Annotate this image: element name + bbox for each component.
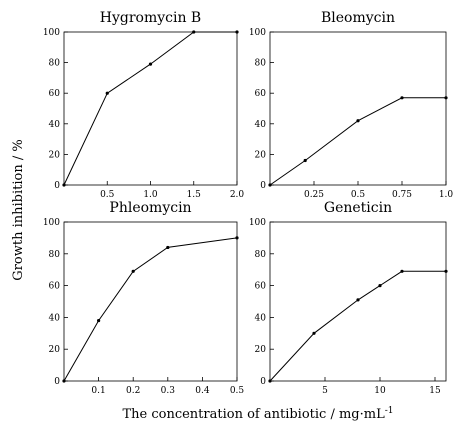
x-tick-label: 0.4 bbox=[195, 386, 210, 396]
panel-title: Geneticin bbox=[324, 200, 392, 216]
panel-title: Phleomycin bbox=[109, 200, 191, 216]
y-tick-label: 0 bbox=[54, 377, 60, 387]
panel-title: Hygromycin B bbox=[100, 10, 201, 26]
data-point bbox=[378, 284, 382, 288]
y-tick-label: 80 bbox=[49, 59, 61, 69]
data-point bbox=[62, 379, 66, 383]
y-tick-label: 40 bbox=[49, 120, 61, 130]
y-tick-label: 20 bbox=[255, 150, 267, 160]
chart-panel-4: Geneticin 0 20 40 60 80 100 5 10 15 bbox=[249, 200, 448, 396]
x-axis-label-superscript: -1 bbox=[385, 406, 394, 416]
x-tick-label: 0.5 bbox=[230, 386, 245, 396]
data-point bbox=[268, 379, 272, 383]
data-point bbox=[105, 91, 109, 95]
data-point bbox=[62, 183, 66, 187]
data-point bbox=[400, 269, 404, 273]
y-tick-label: 0 bbox=[260, 181, 266, 191]
series-line bbox=[269, 97, 446, 186]
data-point bbox=[235, 236, 239, 240]
y-tick-label: 100 bbox=[249, 218, 266, 228]
x-tick-label: 0.3 bbox=[161, 386, 176, 396]
x-tick-label: 0.25 bbox=[304, 190, 324, 200]
x-tick-label: 5 bbox=[322, 386, 328, 396]
chart-panel-2: Bleomycin 0 20 40 60 80 100 0.25 0.5 0.75 1.0 bbox=[249, 10, 454, 200]
plot-frame bbox=[269, 221, 447, 382]
y-tick-label: 80 bbox=[255, 250, 267, 260]
x-tick-label: 1.0 bbox=[143, 190, 158, 200]
data-point bbox=[356, 119, 360, 123]
x-axis-label-main: The concentration of antibiotic / mg·mL bbox=[122, 407, 385, 422]
chart-panel-1: Hygromycin B 0 20 40 60 80 100 0.5 1.0 1.5 2.0 bbox=[43, 10, 245, 200]
data-point bbox=[356, 298, 360, 302]
y-tick-label: 0 bbox=[260, 377, 266, 387]
y-axis-label: Growth inhibition / % bbox=[11, 139, 26, 280]
data-point bbox=[444, 96, 448, 100]
y-tick-label: 100 bbox=[43, 218, 60, 228]
y-tick-label: 80 bbox=[49, 250, 61, 260]
x-tick-label: 1.5 bbox=[187, 190, 202, 200]
plot-frame bbox=[269, 31, 447, 186]
data-point bbox=[148, 62, 153, 66]
series-line bbox=[63, 31, 237, 186]
x-tick-label: 0.1 bbox=[91, 386, 105, 396]
x-tick-label: 1.0 bbox=[439, 190, 454, 200]
y-tick-label: 0 bbox=[54, 181, 60, 191]
data-point bbox=[400, 96, 404, 100]
data-point bbox=[303, 158, 307, 163]
x-tick-label: 10 bbox=[374, 386, 386, 396]
chart-panel-3: Phleomycin 0 20 40 60 80 100 0.1 0.2 0.3 0.4 0.5 bbox=[43, 200, 245, 396]
data-point bbox=[312, 331, 316, 335]
y-tick-label: 20 bbox=[255, 345, 267, 355]
panel-title: Bleomycin bbox=[321, 10, 395, 26]
data-point bbox=[131, 269, 135, 273]
y-tick-label: 60 bbox=[49, 89, 61, 99]
y-tick-label: 40 bbox=[49, 313, 61, 323]
data-point bbox=[235, 30, 239, 34]
y-tick-label: 60 bbox=[255, 89, 267, 99]
y-tick-label: 100 bbox=[249, 28, 266, 38]
x-tick-label: 2.0 bbox=[230, 190, 245, 200]
data-point bbox=[166, 245, 170, 250]
data-point bbox=[444, 269, 448, 273]
series-line bbox=[63, 237, 238, 382]
plot-frame bbox=[63, 221, 238, 382]
y-tick-label: 100 bbox=[43, 28, 60, 38]
y-tick-label: 80 bbox=[255, 59, 267, 69]
data-point bbox=[192, 30, 196, 34]
data-point bbox=[268, 183, 272, 187]
y-tick-label: 20 bbox=[49, 345, 61, 355]
x-tick-label: 0.5 bbox=[100, 190, 115, 200]
y-tick-label: 40 bbox=[255, 313, 267, 323]
x-tick-label: 0.75 bbox=[392, 190, 412, 200]
x-tick-label: 0.2 bbox=[126, 386, 140, 396]
y-tick-label: 60 bbox=[49, 282, 61, 292]
x-axis-label: The concentration of antibiotic / mg·mL-… bbox=[122, 406, 393, 422]
data-point bbox=[97, 318, 101, 323]
y-tick-label: 20 bbox=[49, 150, 61, 160]
y-tick-label: 60 bbox=[255, 282, 267, 292]
y-tick-label: 40 bbox=[255, 120, 267, 130]
series-line bbox=[269, 270, 446, 382]
x-tick-label: 0.5 bbox=[351, 190, 366, 200]
plot-frame bbox=[63, 31, 238, 186]
x-tick-label: 15 bbox=[429, 386, 441, 396]
